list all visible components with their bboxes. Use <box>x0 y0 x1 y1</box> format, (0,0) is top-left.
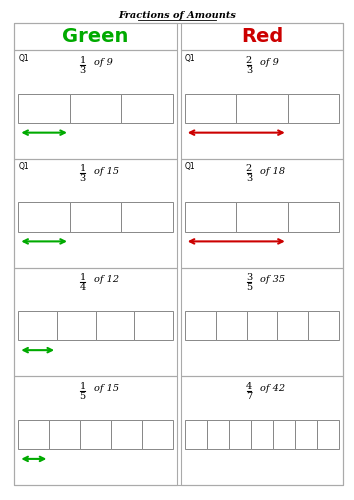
Text: 1: 1 <box>79 164 86 173</box>
Bar <box>181 376 343 485</box>
Bar <box>246 311 278 340</box>
Text: 5: 5 <box>246 283 252 292</box>
Text: Red: Red <box>241 26 283 46</box>
Text: 4: 4 <box>246 382 252 391</box>
Bar <box>80 420 111 449</box>
Text: of 12: of 12 <box>94 276 119 284</box>
Bar <box>278 311 308 340</box>
Bar <box>229 420 251 449</box>
Text: 3: 3 <box>246 66 252 74</box>
Text: 4: 4 <box>79 283 86 292</box>
Bar <box>49 420 80 449</box>
Text: 3: 3 <box>246 273 252 282</box>
Text: 1: 1 <box>79 273 86 282</box>
Text: 2: 2 <box>246 56 252 64</box>
Text: Q1: Q1 <box>185 54 195 62</box>
Bar <box>216 311 246 340</box>
Bar <box>70 202 121 232</box>
Bar <box>181 50 343 159</box>
Bar <box>181 159 343 268</box>
Text: 7: 7 <box>246 392 252 400</box>
Bar <box>273 420 295 449</box>
Text: 1: 1 <box>79 382 86 391</box>
Text: of 35: of 35 <box>260 276 285 284</box>
Bar <box>185 420 207 449</box>
Text: 3: 3 <box>79 66 86 74</box>
Bar <box>317 420 339 449</box>
Bar <box>14 50 177 159</box>
Text: Q1: Q1 <box>185 162 195 172</box>
Bar <box>18 202 70 232</box>
Bar <box>18 311 57 340</box>
Text: of 9: of 9 <box>94 58 113 67</box>
Bar <box>70 94 121 123</box>
Bar <box>288 94 339 123</box>
Bar <box>236 94 288 123</box>
Bar <box>181 22 343 50</box>
Bar <box>18 420 49 449</box>
Text: Green: Green <box>62 26 129 46</box>
Bar <box>14 376 177 485</box>
Bar <box>295 420 317 449</box>
Bar <box>185 202 236 232</box>
Bar <box>18 94 70 123</box>
Bar <box>134 311 173 340</box>
Text: 3: 3 <box>246 174 252 184</box>
Bar <box>121 94 173 123</box>
Bar <box>57 311 96 340</box>
Text: 1: 1 <box>79 56 86 64</box>
Text: 5: 5 <box>80 392 86 400</box>
Bar <box>96 311 134 340</box>
Bar <box>14 159 177 268</box>
Bar <box>236 202 288 232</box>
Bar <box>111 420 142 449</box>
Bar <box>185 311 216 340</box>
Bar <box>14 22 177 50</box>
Text: of 18: of 18 <box>260 167 285 176</box>
Text: Q1: Q1 <box>18 54 29 62</box>
Bar <box>251 420 273 449</box>
Text: 2: 2 <box>246 164 252 173</box>
Bar <box>185 94 236 123</box>
Text: of 15: of 15 <box>94 167 119 176</box>
Text: Q1: Q1 <box>18 162 29 172</box>
Bar <box>308 311 339 340</box>
Bar <box>181 268 343 376</box>
Text: Fractions of Amounts: Fractions of Amounts <box>118 11 236 20</box>
Bar <box>207 420 229 449</box>
Bar <box>121 202 173 232</box>
Text: of 9: of 9 <box>260 58 279 67</box>
Bar <box>142 420 173 449</box>
Text: of 15: of 15 <box>94 384 119 393</box>
Text: 3: 3 <box>79 174 86 184</box>
Bar <box>14 268 177 376</box>
Text: of 42: of 42 <box>260 384 285 393</box>
Bar <box>288 202 339 232</box>
